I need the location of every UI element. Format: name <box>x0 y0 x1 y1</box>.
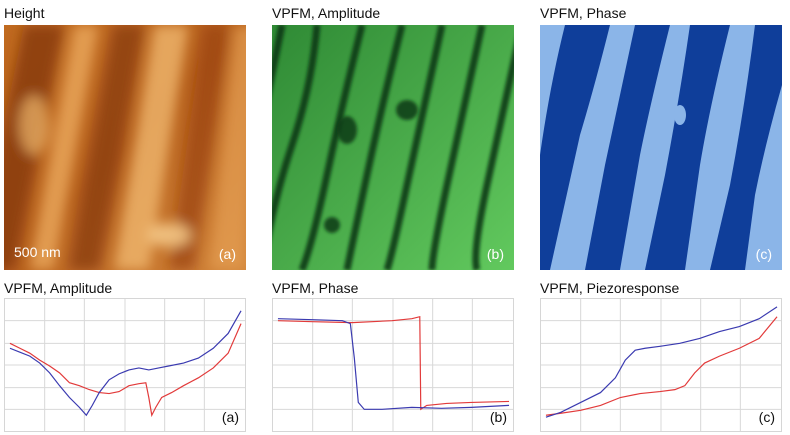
piezoresponse-plot: (c) <box>540 298 782 432</box>
panel-label-c-top: (c) <box>755 246 772 262</box>
amplitude-plot-area <box>5 299 245 431</box>
amplitude-blue-trace <box>9 310 242 417</box>
amplitude-plot: (a) <box>4 298 246 432</box>
phase-map <box>540 25 782 270</box>
amplitude-image: (b) <box>272 25 514 270</box>
panel-label-a-top: (a) <box>218 246 236 262</box>
scale-bar-label: 500 nm <box>14 244 61 260</box>
phase-plot-title: VPFM, Phase <box>272 280 359 296</box>
amplitude-red-trace <box>9 323 242 418</box>
height-image: 500 nm (a) <box>4 25 246 270</box>
phase-image: (c) <box>540 25 782 270</box>
piezoresponse-plot-area <box>541 299 781 431</box>
phase-blue-trace <box>277 318 510 410</box>
amplitude-title: VPFM, Amplitude <box>272 5 381 21</box>
phase-red-trace <box>277 315 510 411</box>
panel-label-b-bottom: (b) <box>489 409 507 425</box>
phase-plot-area <box>273 299 513 431</box>
amplitude-map <box>272 25 514 270</box>
phase-plot: (b) <box>272 298 514 432</box>
panel-label-c-bottom: (c) <box>758 409 775 425</box>
piezoresponse-red-trace <box>545 316 778 416</box>
height-map <box>4 25 246 270</box>
panel-label-a-bottom: (a) <box>221 409 239 425</box>
panel-label-b-top: (b) <box>486 246 504 262</box>
piezoresponse-plot-title: VPFM, Piezoresponse <box>540 280 680 296</box>
height-title: Height <box>4 5 45 21</box>
piezoresponse-blue-trace <box>545 306 778 418</box>
amplitude-plot-title: VPFM, Amplitude <box>4 280 113 296</box>
phase-plot-grid <box>273 299 513 431</box>
piezoresponse-plot-grid <box>541 299 781 431</box>
phase-title: VPFM, Phase <box>540 5 627 21</box>
